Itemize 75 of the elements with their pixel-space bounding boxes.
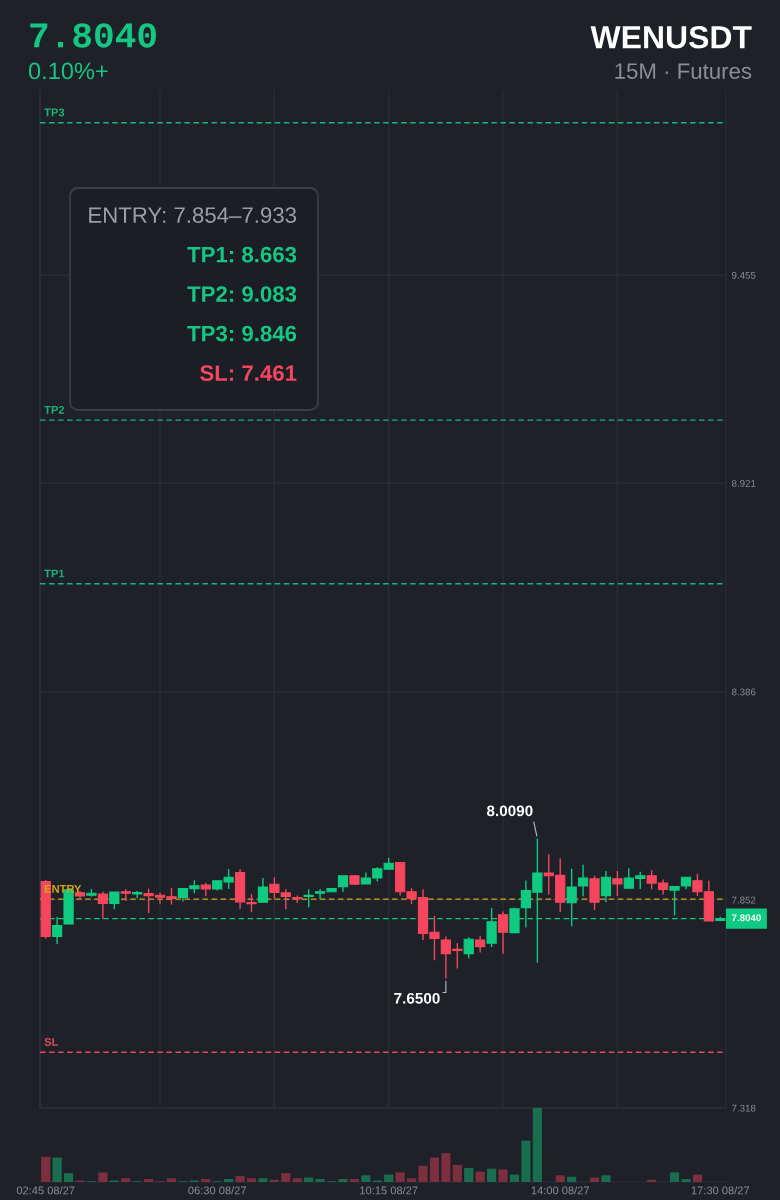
bar (166, 1178, 177, 1182)
annotation: SL: 7.461 (200, 365, 297, 381)
bar (258, 1178, 268, 1182)
bar (532, 1108, 542, 1182)
ref-line-label: TP2 (44, 405, 65, 414)
y-tick-label: 8.921 (731, 479, 756, 487)
x-tick-label: 02:45 08/27 (16, 1186, 75, 1195)
candlestick (577, 864, 589, 898)
annotation: ENTRY: 7.854–7.933 (89, 207, 297, 223)
bar (315, 1179, 325, 1182)
bar (407, 1178, 417, 1182)
text: 0.10%+ (28, 62, 108, 80)
bar (269, 1179, 279, 1182)
x-tick-label: 17:30 08/27 (691, 1186, 750, 1195)
bar (601, 1175, 611, 1182)
bar (647, 1179, 657, 1182)
ref-line-label: SL (44, 1038, 59, 1046)
y-tick-label: 7.318 (732, 1104, 756, 1112)
bar (52, 1157, 62, 1182)
candlestick (600, 870, 612, 903)
candlestick (612, 870, 623, 897)
bar (281, 1173, 291, 1182)
candlestick (497, 910, 509, 955)
x-tick-label: 10:15 08/27 (360, 1186, 418, 1195)
bar (64, 1173, 74, 1182)
chart-title: WENUSDT (590, 25, 752, 49)
bar (669, 1172, 680, 1182)
bar (41, 1156, 51, 1182)
y-tick-label: 7.852 (732, 896, 756, 904)
candlestick (257, 877, 269, 903)
bar (338, 1179, 348, 1182)
bar (681, 1179, 691, 1182)
bar (521, 1140, 531, 1182)
annotation: TP2: 9.083 (187, 286, 297, 302)
bar (98, 1172, 108, 1182)
bar (349, 1179, 359, 1182)
chart-subtitle: 15M · Futures (615, 63, 752, 79)
x-tick-label: 06:30 08/27 (188, 1186, 247, 1195)
bar (452, 1164, 462, 1182)
candlestick (463, 936, 474, 960)
annotation: 7.6500 (394, 992, 440, 1004)
bar (498, 1169, 508, 1182)
bar (292, 1178, 302, 1182)
annotation: 8.0090 (486, 805, 533, 817)
bar (361, 1175, 371, 1182)
candlestick (669, 885, 680, 917)
ref-line-label: TP1 (44, 569, 65, 578)
bar (475, 1171, 485, 1182)
y-tick-label: 8.386 (731, 688, 756, 696)
bar (441, 1153, 451, 1182)
annotation: TP3: 9.846 (187, 325, 297, 342)
bar (487, 1168, 497, 1182)
bar (567, 1176, 577, 1182)
y-tick-label: 9.455 (732, 271, 756, 279)
bar (384, 1174, 394, 1182)
x-tick-label: 14:00 08/27 (531, 1186, 590, 1195)
bar (692, 1174, 702, 1182)
bar (509, 1174, 520, 1182)
bar (224, 1179, 234, 1182)
text: 7.8040 (731, 914, 761, 922)
candlestick (97, 890, 109, 920)
bar (395, 1172, 405, 1182)
bar (144, 1179, 154, 1182)
text: 7.8040 (30, 23, 156, 48)
bar (555, 1175, 565, 1182)
annotation: TP1: 8.663 (187, 246, 297, 263)
bar (429, 1157, 440, 1182)
bar (418, 1165, 428, 1182)
bar (201, 1179, 211, 1182)
bar (235, 1176, 245, 1182)
bar (464, 1167, 474, 1182)
bar (121, 1178, 131, 1182)
candlestick (589, 875, 600, 911)
bar (246, 1178, 257, 1182)
ref-line-label: TP3 (44, 108, 65, 117)
